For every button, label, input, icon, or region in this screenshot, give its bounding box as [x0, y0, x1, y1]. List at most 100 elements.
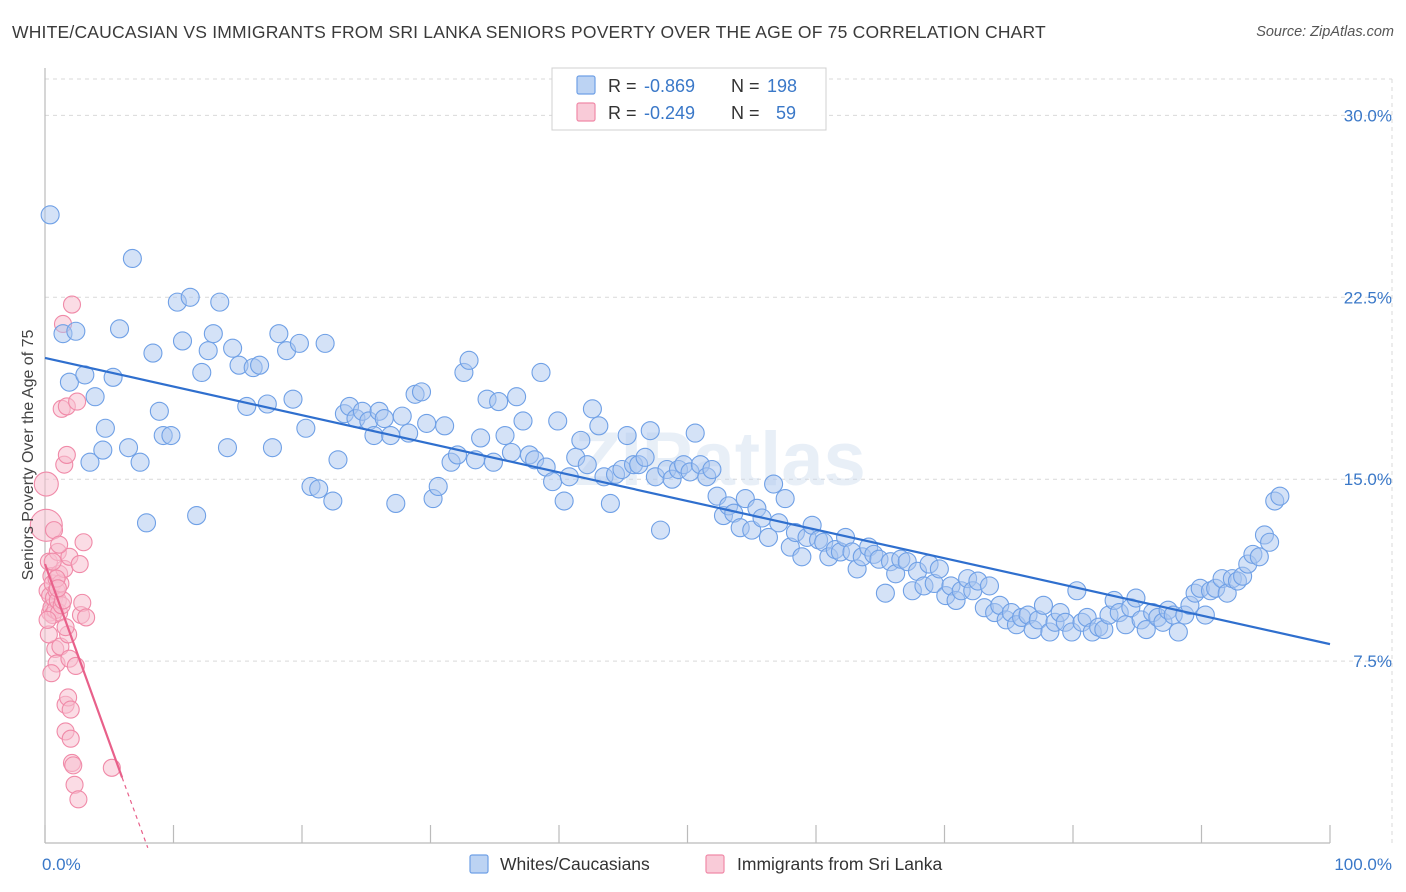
data-point-blue	[1033, 595, 1053, 615]
data-point-blue	[203, 324, 223, 344]
legend-bottom-swatch-pink	[705, 854, 725, 874]
legend-n-label-1: N =	[731, 76, 760, 96]
data-point-blue	[136, 513, 157, 533]
data-point-blue	[95, 418, 115, 438]
data-point-blue	[702, 459, 722, 480]
data-point-blue	[374, 409, 394, 429]
data-point-blue	[309, 479, 329, 499]
source-label: Source: ZipAtlas.com	[1256, 24, 1394, 40]
legend-r-value-1: -0.869	[644, 76, 695, 96]
legend-swatch-pink	[576, 102, 596, 122]
data-point-pink	[42, 664, 61, 683]
data-point-blue	[1126, 588, 1146, 608]
data-point-pink	[77, 608, 96, 627]
data-point-blue	[66, 321, 86, 341]
data-point-blue	[386, 493, 406, 513]
data-point-blue	[531, 362, 551, 383]
data-point-blue	[417, 413, 437, 433]
data-point-blue	[617, 425, 637, 446]
data-point-blue	[507, 387, 527, 407]
data-point-pink	[61, 700, 80, 719]
x-tick-label: 100.0%	[1334, 855, 1392, 874]
data-point-pink	[69, 790, 88, 809]
data-point-blue	[328, 450, 348, 470]
data-point-blue	[40, 205, 60, 225]
data-point-blue	[875, 583, 895, 603]
legend-bottom-label-blue: Whites/Caucasians	[500, 854, 650, 874]
data-point-pink	[74, 533, 93, 552]
data-point-blue	[198, 341, 218, 361]
series-whites-caucasians	[40, 205, 1290, 642]
data-point-blue	[192, 362, 212, 383]
y-tick-label: 7.5%	[1353, 652, 1392, 671]
legend-r-value-2: -0.249	[644, 103, 695, 123]
data-point-blue	[250, 355, 270, 375]
data-point-blue	[149, 401, 169, 421]
data-point-blue	[979, 576, 1000, 596]
axes	[44, 68, 1331, 844]
data-point-pink	[57, 445, 76, 464]
data-point-pink	[50, 535, 69, 554]
data-point-blue	[1260, 532, 1280, 552]
y-axis-label: Seniors Poverty Over the Age of 75	[20, 330, 37, 581]
legend-swatch-blue	[576, 75, 596, 95]
data-point-blue	[758, 527, 779, 547]
data-point-blue	[85, 387, 105, 407]
legend-bottom-label-pink: Immigrants from Sri Lanka	[737, 854, 942, 874]
legend-bottom-swatch-blue	[469, 854, 489, 874]
data-point-blue	[775, 489, 795, 509]
data-point-blue	[130, 452, 150, 472]
data-point-blue	[269, 324, 289, 344]
data-point-blue	[161, 425, 181, 446]
data-point-blue	[600, 493, 620, 513]
data-point-blue	[489, 392, 509, 412]
legend-r-label-1: R =	[608, 76, 637, 96]
data-point-blue	[392, 406, 412, 426]
data-point-blue	[571, 430, 591, 450]
data-point-blue	[118, 438, 139, 458]
data-point-blue	[1270, 486, 1290, 506]
data-point-blue	[93, 440, 113, 460]
data-point-pink	[38, 610, 57, 629]
legend-n-label-2: N =	[731, 103, 760, 123]
data-point-blue	[289, 333, 309, 353]
data-point-blue	[640, 421, 660, 441]
x-tick-label: 0.0%	[42, 855, 81, 874]
data-point-pink	[64, 756, 83, 775]
data-point-blue	[59, 372, 79, 392]
data-point-pink	[33, 471, 59, 497]
data-point-blue	[685, 423, 705, 443]
legend-bottom: Whites/Caucasians Immigrants from Sri La…	[469, 854, 942, 874]
data-point-blue	[122, 248, 142, 269]
data-point-blue	[237, 396, 257, 416]
legend-top: R = -0.869 N = 198 R = -0.249 N = 59	[551, 67, 827, 131]
data-point-blue	[742, 520, 762, 540]
data-point-blue	[1249, 547, 1269, 567]
trend-line-pink	[43, 563, 124, 778]
legend-r-label-2: R =	[608, 103, 637, 123]
data-point-blue	[548, 411, 568, 431]
data-point-blue	[210, 292, 230, 312]
data-point-blue	[792, 547, 812, 567]
data-point-blue	[223, 338, 243, 358]
data-point-blue	[513, 411, 533, 431]
x-tick-labels: 0.0% 100.0%	[42, 855, 1392, 874]
data-point-blue	[435, 416, 455, 436]
trend-lines	[43, 356, 1331, 849]
data-point-blue	[262, 438, 282, 458]
legend-n-value-1: 198	[767, 76, 797, 96]
y-tick-labels: 7.5% 15.0% 22.5% 30.0%	[1344, 106, 1392, 671]
data-point-blue	[428, 476, 448, 497]
series-immigrants-sri-lanka	[29, 295, 121, 809]
chart-title: WHITE/CAUCASIAN VS IMMIGRANTS FROM SRI L…	[12, 22, 1046, 42]
data-point-blue	[109, 319, 130, 339]
data-point-blue	[650, 520, 671, 540]
data-point-blue	[501, 442, 522, 463]
data-point-blue	[257, 394, 277, 414]
y-tick-label: 15.0%	[1344, 470, 1392, 489]
data-point-blue	[635, 447, 655, 467]
data-point-pink	[68, 392, 87, 411]
data-point-blue	[554, 491, 574, 511]
data-point-blue	[589, 416, 609, 436]
